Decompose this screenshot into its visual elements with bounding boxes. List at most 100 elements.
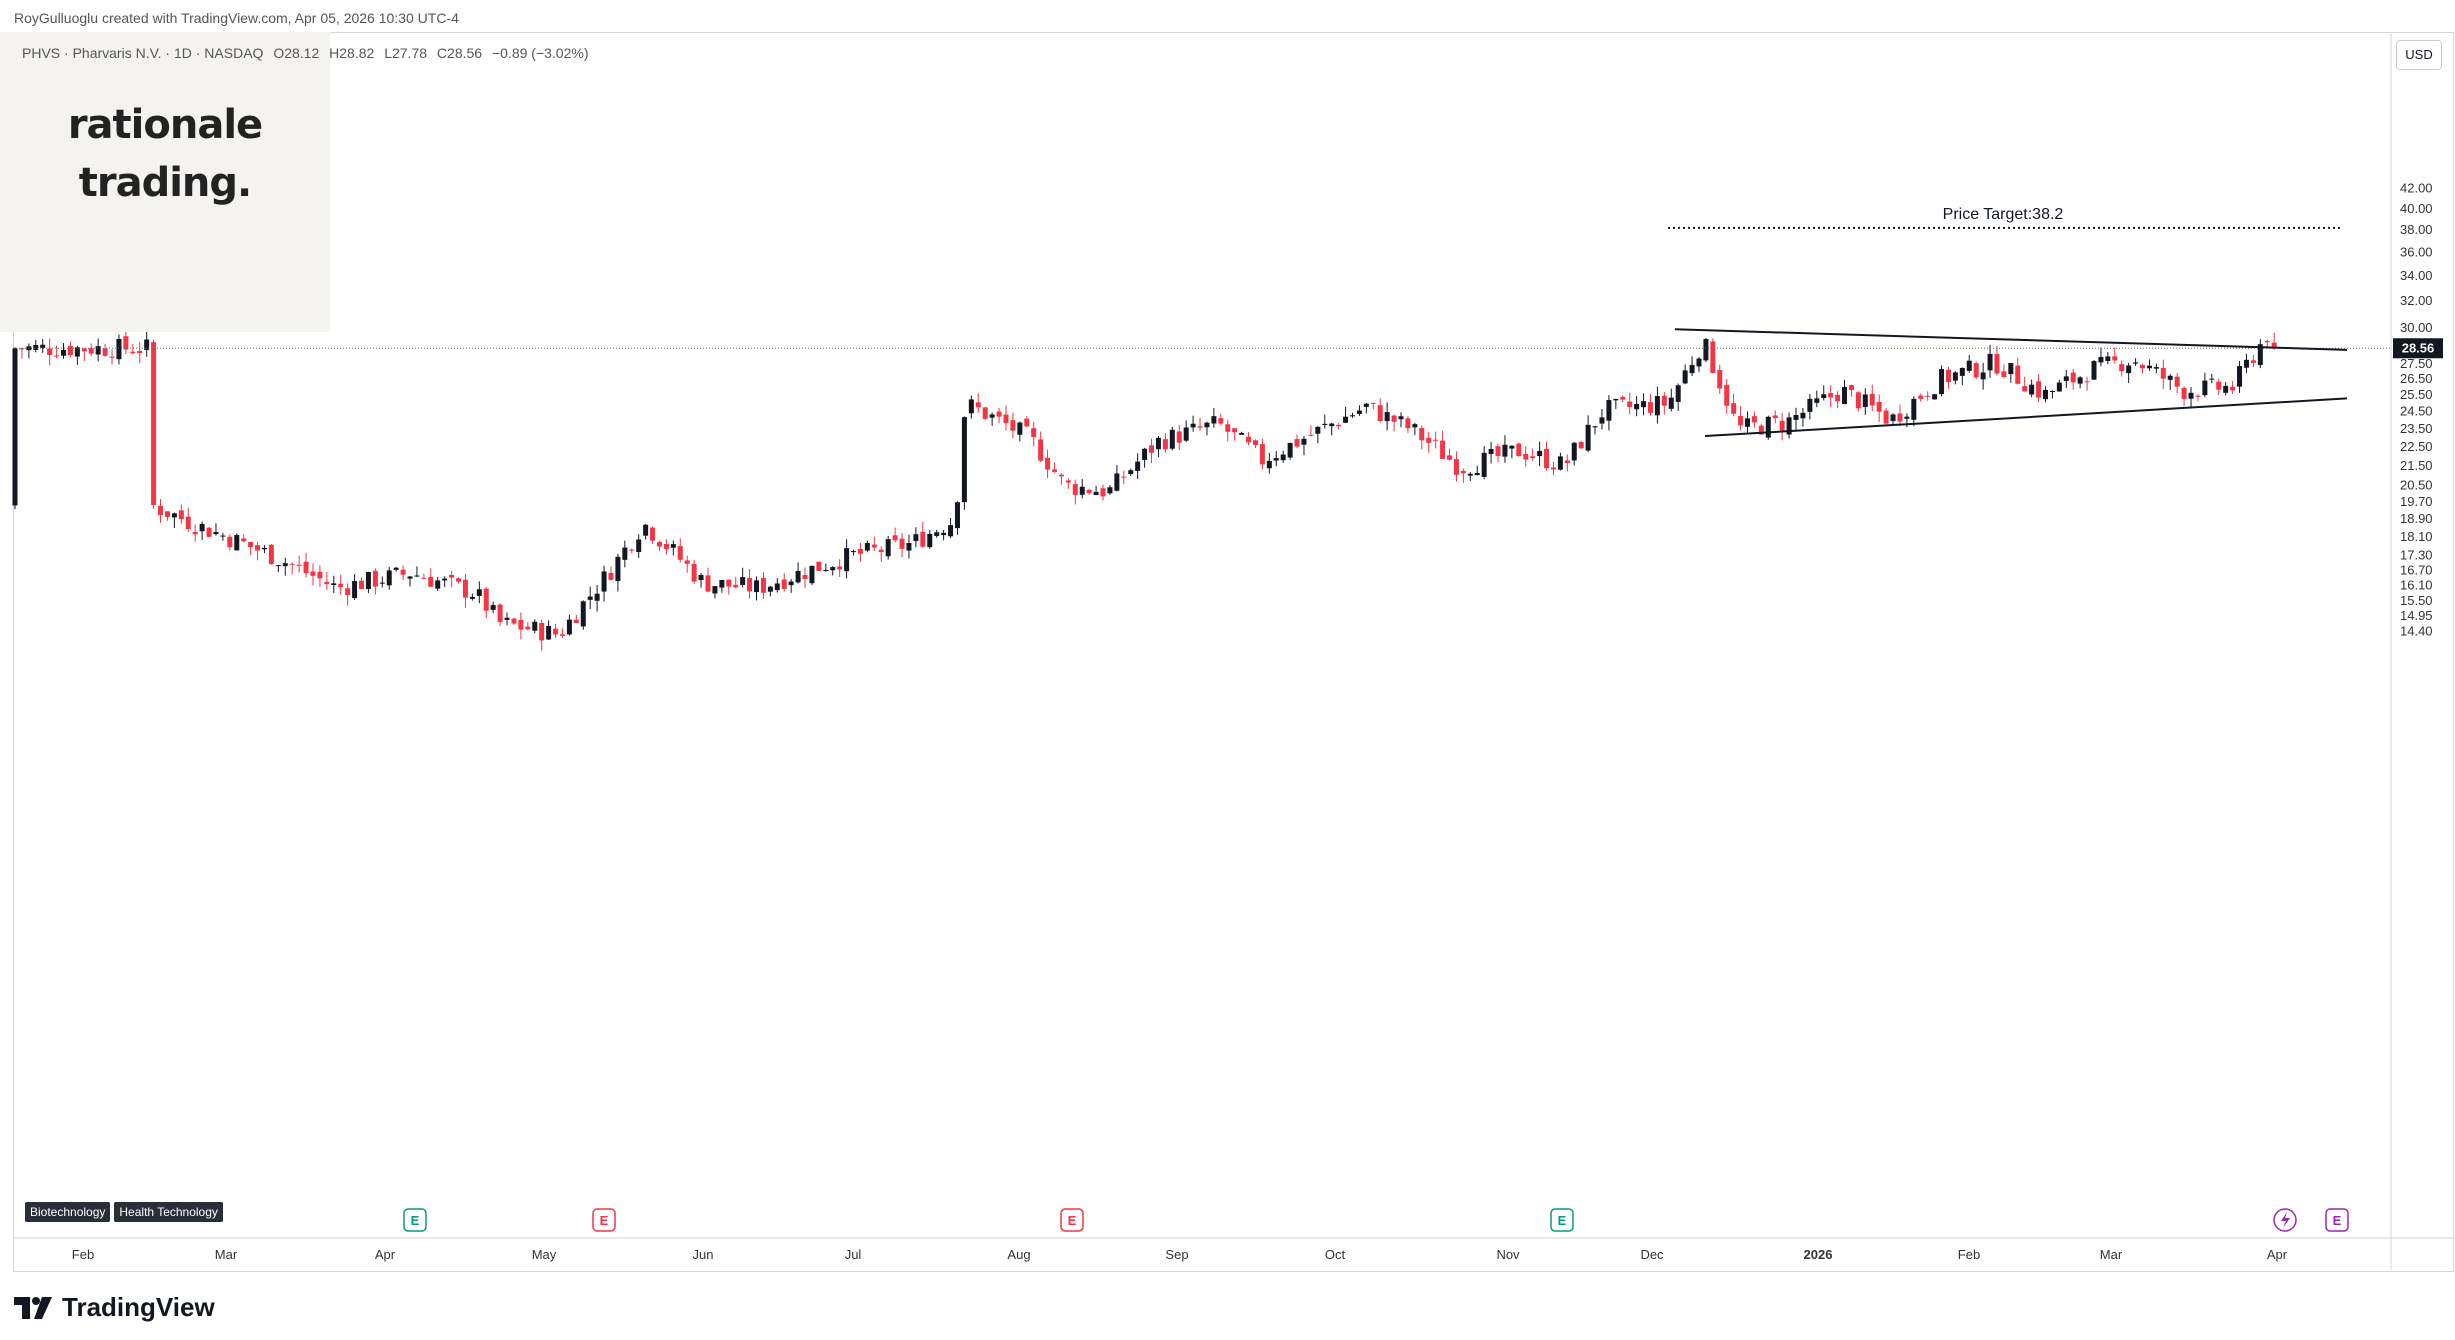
candle-body <box>2133 362 2139 364</box>
candle-body <box>393 567 399 570</box>
logo-line1: rationale <box>67 102 263 148</box>
candle-body <box>857 548 863 554</box>
candle-body <box>698 574 704 581</box>
candle-body <box>2022 386 2028 392</box>
candle-body <box>352 581 358 599</box>
candle-body <box>1093 491 1099 496</box>
earnings-marker[interactable] <box>2325 1208 2349 1232</box>
candle-body <box>456 578 462 582</box>
candle-body <box>1065 480 1071 483</box>
candle-body <box>677 546 683 560</box>
candle-body <box>1391 415 1397 422</box>
candle-body <box>268 544 274 565</box>
x-tick-label: Oct <box>1325 1247 1346 1262</box>
pennant-lower-trendline[interactable] <box>1704 397 2348 438</box>
y-tick-label: 22.50 <box>2400 439 2433 454</box>
candle-body <box>338 583 344 588</box>
candle-body <box>837 566 843 570</box>
y-tick-label: 30.00 <box>2400 320 2433 335</box>
tag-biotechnology[interactable]: Biotechnology <box>25 1202 111 1222</box>
candle-body <box>303 561 309 574</box>
earnings-marker[interactable] <box>1060 1208 1084 1232</box>
candle-body <box>2091 361 2097 380</box>
candle-body <box>1876 401 1882 412</box>
candle-body <box>158 505 164 516</box>
candle-body <box>1010 420 1016 431</box>
candle-body <box>1668 397 1674 409</box>
candle-body <box>137 350 143 354</box>
candle-body <box>2243 359 2249 368</box>
y-tick-label: 16.70 <box>2400 562 2433 577</box>
candle-body <box>643 524 649 536</box>
candle-body <box>116 338 122 360</box>
candle-body <box>1855 392 1861 409</box>
earnings-marker[interactable] <box>592 1208 616 1232</box>
candle-body <box>1232 428 1238 433</box>
tag-health-technology[interactable]: Health Technology <box>114 1202 223 1222</box>
candle-body <box>1273 458 1279 461</box>
candle-body <box>656 542 662 547</box>
candle-body <box>823 569 829 571</box>
candle-body <box>525 626 531 630</box>
candle-body <box>1869 393 1875 406</box>
high-value: H28.82 <box>329 45 375 61</box>
candle-body <box>1107 487 1113 494</box>
candle-body <box>1641 401 1647 408</box>
candle-body <box>740 577 746 585</box>
candle-body <box>1100 488 1106 497</box>
candle-body <box>2202 380 2208 396</box>
pennant-upper-trendline[interactable] <box>1674 328 2348 351</box>
candle-body <box>781 579 787 589</box>
candle-body <box>601 571 607 592</box>
candle-body <box>559 634 565 636</box>
candle-body <box>54 355 60 357</box>
lightning-icon <box>2281 1212 2290 1228</box>
candle-body <box>109 356 115 358</box>
candle-body <box>2056 382 2062 392</box>
candle-body <box>1544 448 1550 469</box>
candle-body <box>878 549 884 553</box>
candle-body <box>1052 469 1057 472</box>
candle-body <box>1925 395 1931 397</box>
candle-body <box>442 578 448 581</box>
candle-body <box>975 402 981 408</box>
candle-body <box>1807 398 1813 412</box>
open-value: O28.12 <box>273 45 320 61</box>
candle-body <box>1557 456 1563 470</box>
candle-body <box>1467 473 1473 476</box>
candle-body <box>733 584 739 588</box>
y-tick-label: 14.40 <box>2400 624 2433 639</box>
candle-body <box>324 581 330 585</box>
candle-body <box>2209 378 2215 380</box>
candle-body <box>587 596 593 600</box>
created-by-text: RoyGulluoglu created with TradingView.co… <box>14 10 459 26</box>
candle-body <box>199 523 205 532</box>
symbol-legend[interactable]: PHVS · Pharvaris N.V. · 1D · NASDAQ O28.… <box>22 45 594 61</box>
earnings-marker[interactable] <box>403 1208 427 1232</box>
candle-body <box>996 411 1002 417</box>
candle-body <box>1294 439 1300 447</box>
earnings-marker[interactable] <box>1550 1208 1574 1232</box>
tradingview-logo[interactable]: TradingView <box>14 1292 215 1323</box>
candle-body <box>670 544 676 548</box>
candle-body <box>1197 426 1203 428</box>
candle-body <box>81 348 87 352</box>
y-tick-label: 19.70 <box>2400 494 2433 509</box>
candle-body <box>1627 401 1633 408</box>
candle-body <box>1356 410 1362 414</box>
candle-body <box>2063 376 2069 382</box>
candle-body <box>774 583 780 591</box>
candle-body <box>747 577 753 592</box>
candle-body <box>227 536 233 548</box>
candle-body <box>1072 484 1078 495</box>
candle-body <box>123 336 129 350</box>
candle-body <box>573 619 579 623</box>
candle-body <box>1384 412 1390 422</box>
candle-body <box>1169 429 1175 449</box>
candle-body <box>2015 365 2021 384</box>
currency-button[interactable]: USD <box>2396 40 2442 70</box>
candle-body <box>1987 353 1993 371</box>
candle-body <box>1142 448 1148 460</box>
candle-body <box>518 619 524 630</box>
